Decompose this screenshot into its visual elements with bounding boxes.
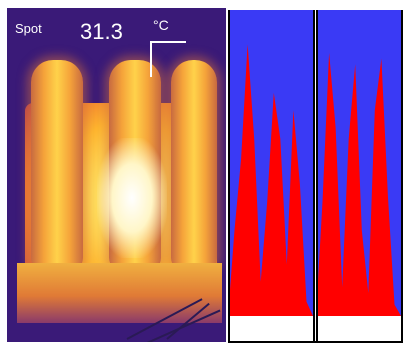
strip-baseline [228,341,403,343]
temperature-unit: °C [153,17,169,33]
hot-spot [97,138,167,258]
spot-label: Spot [15,21,42,36]
strip-divider [228,10,230,343]
profile-fill-left [228,44,313,316]
profile-fill-right [316,52,401,316]
heat-sink-fin-left [31,60,83,270]
strip-divider [316,10,318,343]
thermal-image: Spot 31.3 °C [7,8,226,342]
profile-plot-right [316,52,401,316]
heat-sink-fin-right [171,60,217,270]
intensity-profile-right [316,10,401,316]
crosshair-bracket-icon [150,41,186,43]
strip-divider [313,10,315,343]
strip-divider [401,10,403,343]
profile-plot-left [228,44,313,316]
crosshair-bracket-icon [150,41,152,77]
component-base [17,263,222,323]
spot-temperature-value: 31.3 [80,19,123,44]
intensity-profile-left [228,10,313,316]
